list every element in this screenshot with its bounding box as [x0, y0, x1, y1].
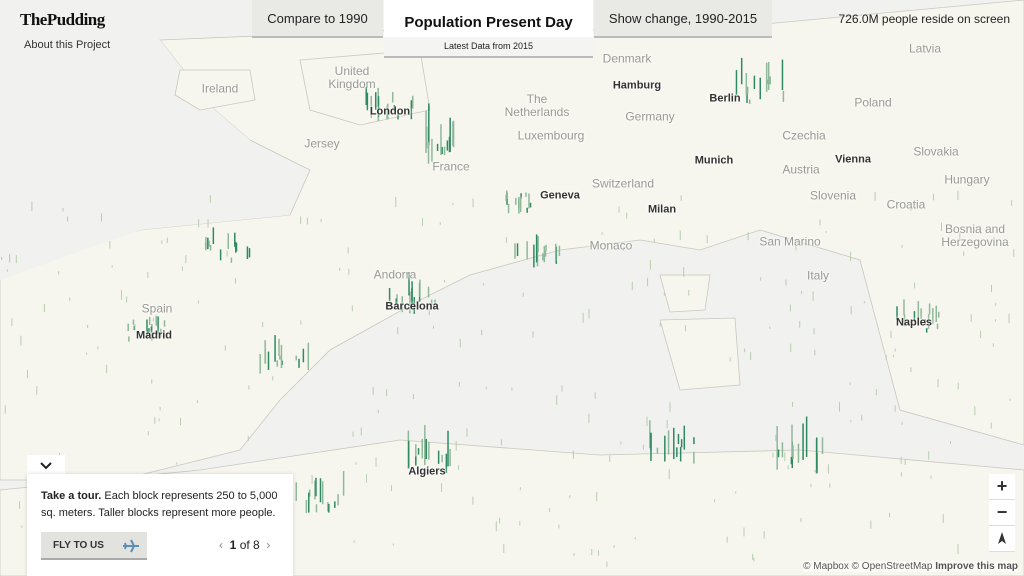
compass-icon [998, 532, 1006, 544]
place-label: Berlin [709, 92, 741, 105]
place-label: Hungary [944, 172, 990, 187]
land-sardinia [659, 317, 741, 391]
prev[interactable]: ‹ [219, 538, 223, 552]
place-label: Milan [647, 203, 677, 216]
collapse-button[interactable] [27, 455, 65, 475]
place-label: Monaco [589, 238, 633, 253]
atlantic [0, 40, 290, 280]
land-ireland [174, 69, 256, 111]
place-label: Latvia [908, 41, 942, 56]
place-label: Jersey [304, 136, 340, 151]
logo[interactable]: ThePudding [20, 10, 105, 29]
osm[interactable]: © OpenStreetMap [851, 561, 933, 572]
place-label: Bosnia and Herzegovina [941, 222, 1009, 249]
plane-icon [123, 539, 139, 553]
place-label: Slovenia [809, 188, 857, 203]
next[interactable]: › [266, 538, 271, 552]
place-label: Denmark [602, 51, 652, 66]
land-corsica [659, 274, 711, 313]
tab-present[interactable]: Population Present Day Latest Data from … [384, 0, 593, 58]
place-label: Switzerland [591, 176, 655, 191]
place-label: Munich [694, 154, 734, 167]
place-label: Austria [782, 162, 820, 177]
place-label: Naples [895, 316, 933, 329]
pager: ‹ 1 of 8 › [219, 538, 270, 552]
place-label: Spain [141, 301, 173, 316]
chevron-icon [40, 462, 52, 470]
place-label: Czechia [782, 128, 826, 143]
place-label: London [369, 105, 411, 118]
tab-title: Population Present Day [404, 14, 573, 31]
place-label: Barcelona [385, 300, 439, 313]
fly-button[interactable]: FLY TO US [41, 532, 147, 560]
place-label: Ireland [201, 81, 239, 96]
attribution: © Mapbox © OpenStreetMap Improve this ma… [803, 561, 1018, 572]
place-label: The Netherlands [504, 92, 570, 119]
place-label: Algiers [408, 465, 446, 478]
zoom-out[interactable]: − [989, 500, 1015, 526]
tab-compare[interactable]: Compare to 1990 [252, 0, 383, 38]
improve[interactable]: Improve this map [935, 561, 1018, 572]
place-label: Hamburg [612, 79, 662, 92]
tour-desc: Each block represents 250 to 5,000 sq. m… [41, 490, 278, 519]
place-label: Croatia [886, 197, 926, 212]
place-label: Luxembourg [517, 128, 585, 143]
tour-lead: Take a tour. [41, 490, 102, 502]
place-label: Italy [806, 268, 830, 283]
compass[interactable] [989, 526, 1015, 552]
fly-label: FLY TO US [53, 540, 104, 551]
place-label: Slovakia [913, 144, 959, 159]
place-label: Madrid [135, 329, 173, 342]
place-label: San Marino [759, 234, 821, 249]
place-label: Germany [625, 109, 675, 124]
about-link[interactable]: About this Project [24, 39, 111, 51]
place-label: Geneva [540, 189, 580, 202]
place-label: United Kingdom [328, 64, 376, 91]
tour-panel: Take a tour. Each block represents 250 t… [27, 474, 293, 576]
page-total: of 8 [239, 538, 260, 552]
place-label: Andorra [373, 267, 417, 282]
tab-subtitle: Latest Data from 2015 [384, 37, 593, 56]
zoom-in[interactable]: + [989, 474, 1015, 500]
page-current: 1 [229, 538, 237, 552]
place-label: Vienna [835, 153, 871, 166]
place-label: France [432, 159, 470, 174]
mapbox[interactable]: © Mapbox [803, 561, 849, 572]
population-counter: 726.0M people reside on screen [838, 12, 1010, 26]
place-label: Poland [854, 95, 892, 110]
tour-text: Take a tour. Each block represents 250 t… [41, 488, 281, 522]
tab-change[interactable]: Show change, 1990-2015 [594, 0, 772, 38]
